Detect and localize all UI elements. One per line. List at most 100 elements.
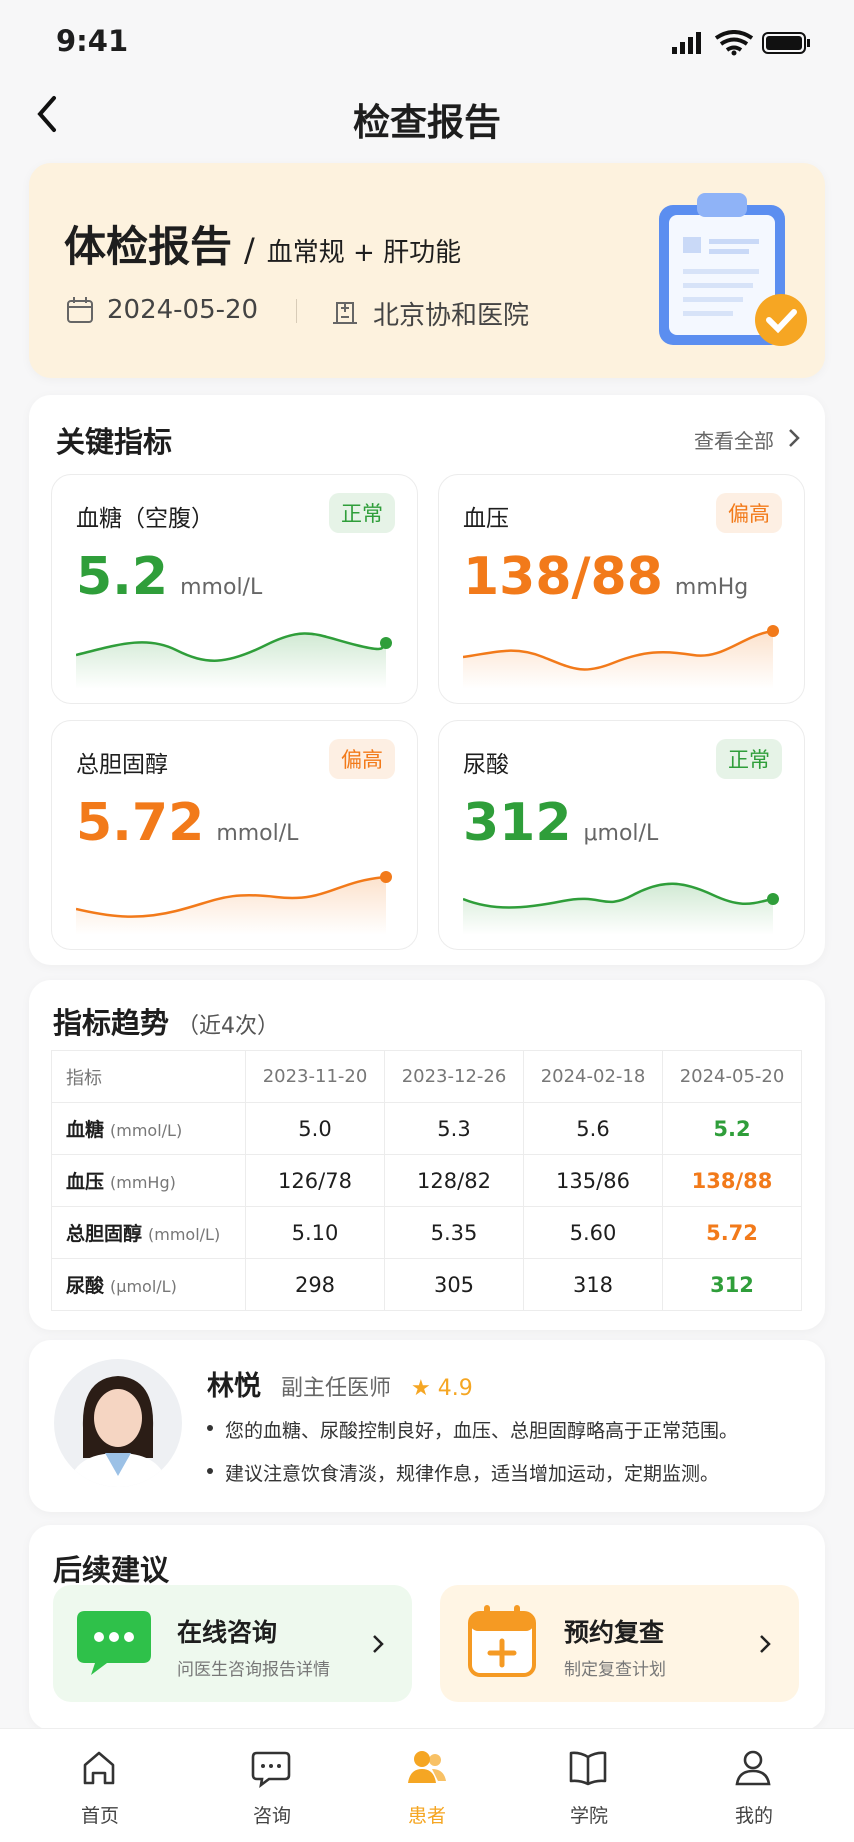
calendar-icon	[67, 297, 93, 323]
chevron	[373, 1635, 384, 1653]
cell-value: 305	[384, 1258, 524, 1311]
cell-value: 298	[245, 1258, 385, 1311]
page-title: 检查报告	[353, 101, 501, 144]
metric-name: 尿酸	[463, 752, 509, 778]
tab-item[interactable]: 患者	[367, 1747, 487, 1828]
tab-item[interactable]: 首页	[40, 1747, 160, 1828]
metric-card: 总胆固醇 偏高 5.72 mmol/L	[51, 720, 418, 950]
suggestion-title: 预约复查	[564, 1618, 665, 1647]
suggestions-panel: 后续建议 在线咨询 问医生咨询报告详情 预约复查 制定复查计划	[29, 1525, 825, 1730]
doctor-title: 副主任医师	[281, 1376, 392, 1401]
sparkline	[76, 632, 392, 689]
indicator-name: 血压	[66, 1171, 105, 1193]
view-all[interactable]: 查看全部	[694, 429, 774, 453]
report-title: 体检报告	[64, 222, 233, 271]
metric-card: 血压 偏高 138/88 mmHg	[438, 474, 805, 704]
tab-icon	[212, 1747, 332, 1791]
calendar-plus-icon	[468, 1605, 536, 1677]
suggestion-consult[interactable]: 在线咨询 问医生咨询报告详情	[53, 1585, 412, 1702]
metric-status: 正常	[329, 493, 395, 533]
tab-icon	[694, 1747, 814, 1791]
table-row: 尿酸 (μmol/L) 298 305 318 312	[51, 1258, 802, 1311]
tab-label: 学院	[569, 1805, 608, 1827]
doctor-avatar	[54, 1359, 182, 1487]
comment-item: 建议注意饮食清淡，规律作息，适当增加运动，定期监测。	[207, 1459, 738, 1486]
back-button[interactable]	[34, 94, 60, 134]
indicator-name: 总胆固醇	[66, 1223, 143, 1245]
comment-text: 您的血糖、尿酸控制良好，血压、总胆固醇略高于正常范围。	[225, 1420, 739, 1442]
doctor-rating: ★ 4.9	[411, 1376, 473, 1401]
indicator-unit: (mmol/L)	[110, 1121, 183, 1140]
row-label: 总胆固醇 (mmol/L)	[51, 1206, 246, 1259]
metric-status: 正常	[716, 739, 782, 779]
metric-name: 血糖（空腹）	[76, 506, 214, 532]
tab-glyph	[251, 1751, 291, 1788]
bullet	[207, 1425, 213, 1431]
column-header: 2024-02-18	[523, 1050, 663, 1103]
metric-name: 总胆固醇	[76, 752, 168, 778]
indicator-unit: (mmHg)	[110, 1173, 176, 1192]
key-metrics-panel: 关键指标 查看全部 血糖（空腹） 正常 5.2 mmol/L 血压 偏高 138/88 mm…	[29, 395, 825, 965]
metric-value-row: 138/88 mmHg	[463, 547, 748, 607]
column-header: 2023-11-20	[245, 1050, 385, 1103]
metric-card: 血糖（空腹） 正常 5.2 mmol/L	[51, 474, 418, 704]
column-header: 2024-05-20	[662, 1050, 802, 1103]
tab-glyph	[83, 1751, 115, 1785]
metric-value: 312	[463, 793, 572, 853]
report-subtitle: 血常规 + 肝功能	[266, 238, 462, 268]
metric-unit: mmol/L	[216, 821, 299, 846]
cell-value: 318	[523, 1258, 663, 1311]
hospital-icon	[333, 302, 357, 324]
tab-label: 我的	[734, 1805, 773, 1827]
metric-name: 血压	[463, 506, 509, 532]
tab-bar: 首页 咨询 患者 学院 我的	[0, 1728, 854, 1842]
cell-value: 312	[662, 1258, 802, 1311]
column-header: 指标	[51, 1050, 246, 1103]
sparkline	[463, 625, 779, 689]
cell-value: 5.35	[384, 1206, 524, 1259]
indicator-name: 血糖	[66, 1119, 105, 1141]
cell-value: 5.2	[662, 1102, 802, 1155]
tab-glyph	[735, 1750, 771, 1786]
tab-icon	[529, 1747, 649, 1791]
tab-label: 咨询	[252, 1805, 291, 1827]
tab-icon	[40, 1747, 160, 1791]
cell-value: 5.6	[523, 1102, 663, 1155]
suggestion-recheck[interactable]: 预约复查 制定复查计划	[440, 1585, 799, 1702]
rating-value: 4.9	[437, 1376, 473, 1401]
suggestion-desc: 问医生咨询报告详情	[177, 1660, 330, 1680]
section-note: （近4次）	[177, 1014, 280, 1039]
metric-value-row: 312 μmol/L	[463, 793, 658, 853]
metric-unit: mmHg	[674, 575, 749, 600]
metric-value: 138/88	[463, 547, 663, 607]
bullet	[207, 1468, 213, 1474]
tab-icon	[367, 1747, 487, 1791]
row-label: 血压 (mmHg)	[51, 1154, 246, 1207]
tab-label: 患者	[407, 1805, 446, 1827]
metric-value: 5.72	[76, 793, 205, 853]
indicator-unit: (μmol/L)	[110, 1277, 177, 1296]
metric-value: 5.2	[76, 547, 169, 607]
comment-text: 建议注意饮食清淡，规律作息，适当增加运动，定期监测。	[225, 1463, 720, 1485]
tab-item[interactable]: 咨询	[212, 1747, 332, 1828]
cell-value: 5.0	[245, 1102, 385, 1155]
clipboard-illustration	[659, 193, 807, 346]
sparkline	[76, 871, 392, 935]
tab-item[interactable]: 我的	[694, 1747, 814, 1828]
status-time: 9:41	[56, 24, 129, 58]
tab-item[interactable]: 学院	[529, 1747, 649, 1828]
cell-value: 5.60	[523, 1206, 663, 1259]
chat-icon	[77, 1611, 151, 1675]
metric-value-row: 5.72 mmol/L	[76, 793, 298, 853]
suggestion-title: 在线咨询	[177, 1618, 278, 1647]
suggestion-desc: 制定复查计划	[564, 1660, 666, 1680]
metric-card: 尿酸 正常 312 μmol/L	[438, 720, 805, 950]
report-date: 2024-05-20	[107, 295, 259, 325]
doctor-name: 林悦	[207, 1371, 261, 1402]
metric-unit: μmol/L	[583, 821, 659, 846]
cell-value: 5.10	[245, 1206, 385, 1259]
indicator-name: 尿酸	[66, 1275, 105, 1297]
trend-table: 指标 2023-11-20 2023-12-26 2024-02-18 2024-05-…	[51, 1050, 802, 1311]
section-title: 指标趋势	[53, 1006, 170, 1040]
